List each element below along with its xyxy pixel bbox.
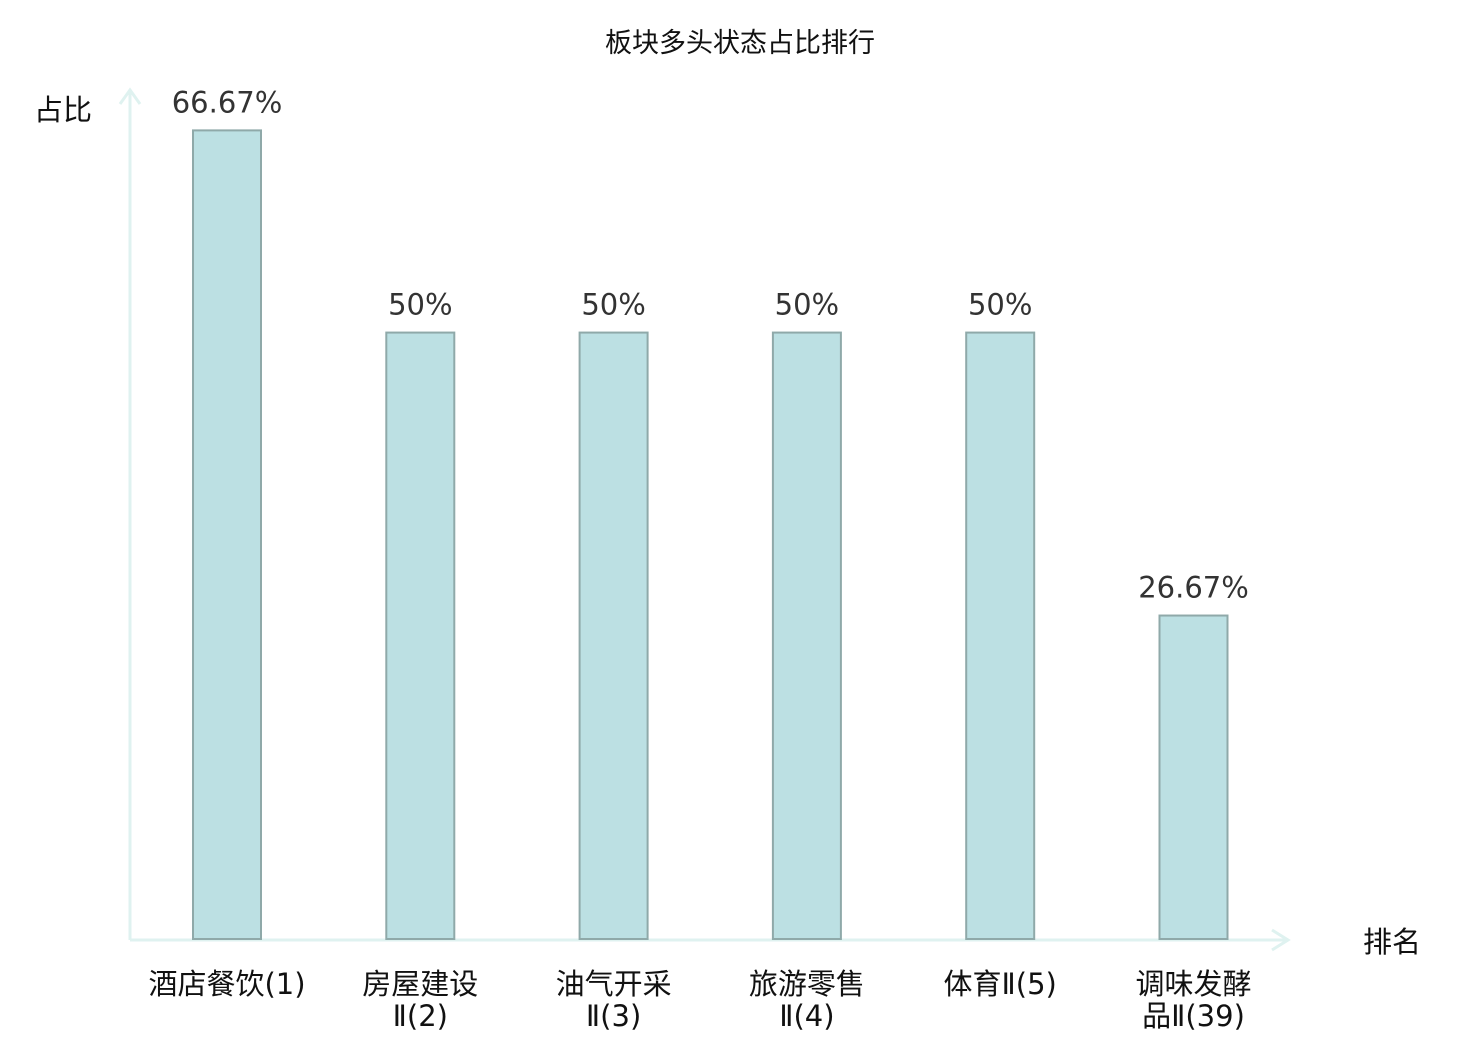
y-axis-arrow (118, 87, 142, 105)
bar (1158, 614, 1229, 940)
x-tick-label: 油气开采 Ⅱ(3) (556, 967, 672, 1033)
bar (965, 331, 1036, 941)
data-label: 66.67% (172, 85, 283, 119)
y-axis-label: 占比 (34, 93, 92, 127)
chart-title: 板块多头状态占比排行 (605, 28, 875, 59)
x-tick-label: 调味发酵品Ⅱ(39) (1135, 967, 1251, 1033)
data-label: 50% (388, 288, 452, 322)
x-tick-label: 旅游零售 Ⅱ(4) (749, 967, 865, 1033)
data-label: 50% (968, 288, 1032, 322)
bar (578, 331, 649, 941)
data-label: 26.67% (1138, 571, 1249, 605)
x-tick-label: 房屋建设 Ⅱ(2) (362, 967, 478, 1033)
x-tick-label: 体育Ⅱ(5) (944, 967, 1057, 1001)
x-axis-label: 排名 (1363, 925, 1421, 959)
bar (192, 129, 262, 941)
data-label: 50% (775, 288, 839, 322)
data-label: 50% (581, 288, 645, 322)
x-axis-arrow (1271, 928, 1291, 952)
bar (385, 331, 456, 941)
bar (771, 331, 842, 941)
x-tick-label: 酒店餐饮(1) (148, 967, 305, 1001)
